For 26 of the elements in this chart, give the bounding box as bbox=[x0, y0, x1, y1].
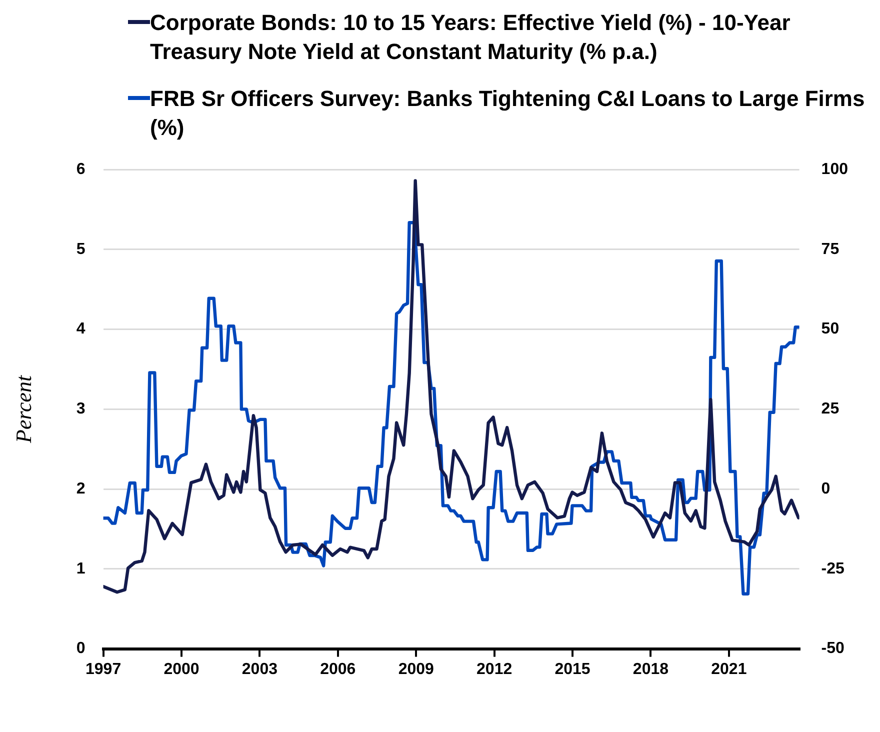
y-tick-label: 5 bbox=[76, 240, 86, 258]
legend-label: FRB Sr Officers Survey: Banks Tightening C&I Loans to Large Firms (%) bbox=[150, 85, 866, 142]
x-tick-label: 2009 bbox=[398, 660, 434, 678]
y2-tick-label: -25 bbox=[821, 560, 845, 578]
x-tick-label: 2015 bbox=[554, 660, 590, 678]
x-tick-label: 2021 bbox=[711, 660, 747, 678]
y2-tick-label: 25 bbox=[821, 400, 840, 418]
y2-tick-label: 100 bbox=[821, 161, 848, 178]
x-tick-label: 1997 bbox=[86, 660, 122, 678]
x-tick-label: 2003 bbox=[242, 660, 278, 678]
y-axis-title: Percent bbox=[10, 374, 36, 444]
y2-tick-label: -50 bbox=[821, 640, 845, 658]
y-tick-label: 3 bbox=[76, 400, 86, 418]
y-tick-label: 1 bbox=[76, 560, 86, 578]
x-tick-label: 2006 bbox=[320, 660, 356, 678]
y2-tick-label: 50 bbox=[821, 320, 840, 338]
y-tick-label: 4 bbox=[76, 320, 86, 338]
x-tick-label: 2018 bbox=[632, 660, 669, 678]
legend-label: Corporate Bonds: 10 to 15 Years: Effective Yield (%) - 10-Year Treasury Note Yield at Constant Maturity (% p.a.) bbox=[150, 9, 792, 66]
y-tick-label: 2 bbox=[76, 480, 86, 498]
y2-tick-label: 0 bbox=[821, 480, 830, 498]
x-tick-label: 2000 bbox=[164, 660, 200, 678]
y-tick-label: 6 bbox=[76, 161, 86, 178]
x-tick-label: 2012 bbox=[476, 660, 512, 678]
y2-tick-label: 75 bbox=[821, 240, 840, 258]
y-tick-label: 0 bbox=[76, 640, 86, 658]
